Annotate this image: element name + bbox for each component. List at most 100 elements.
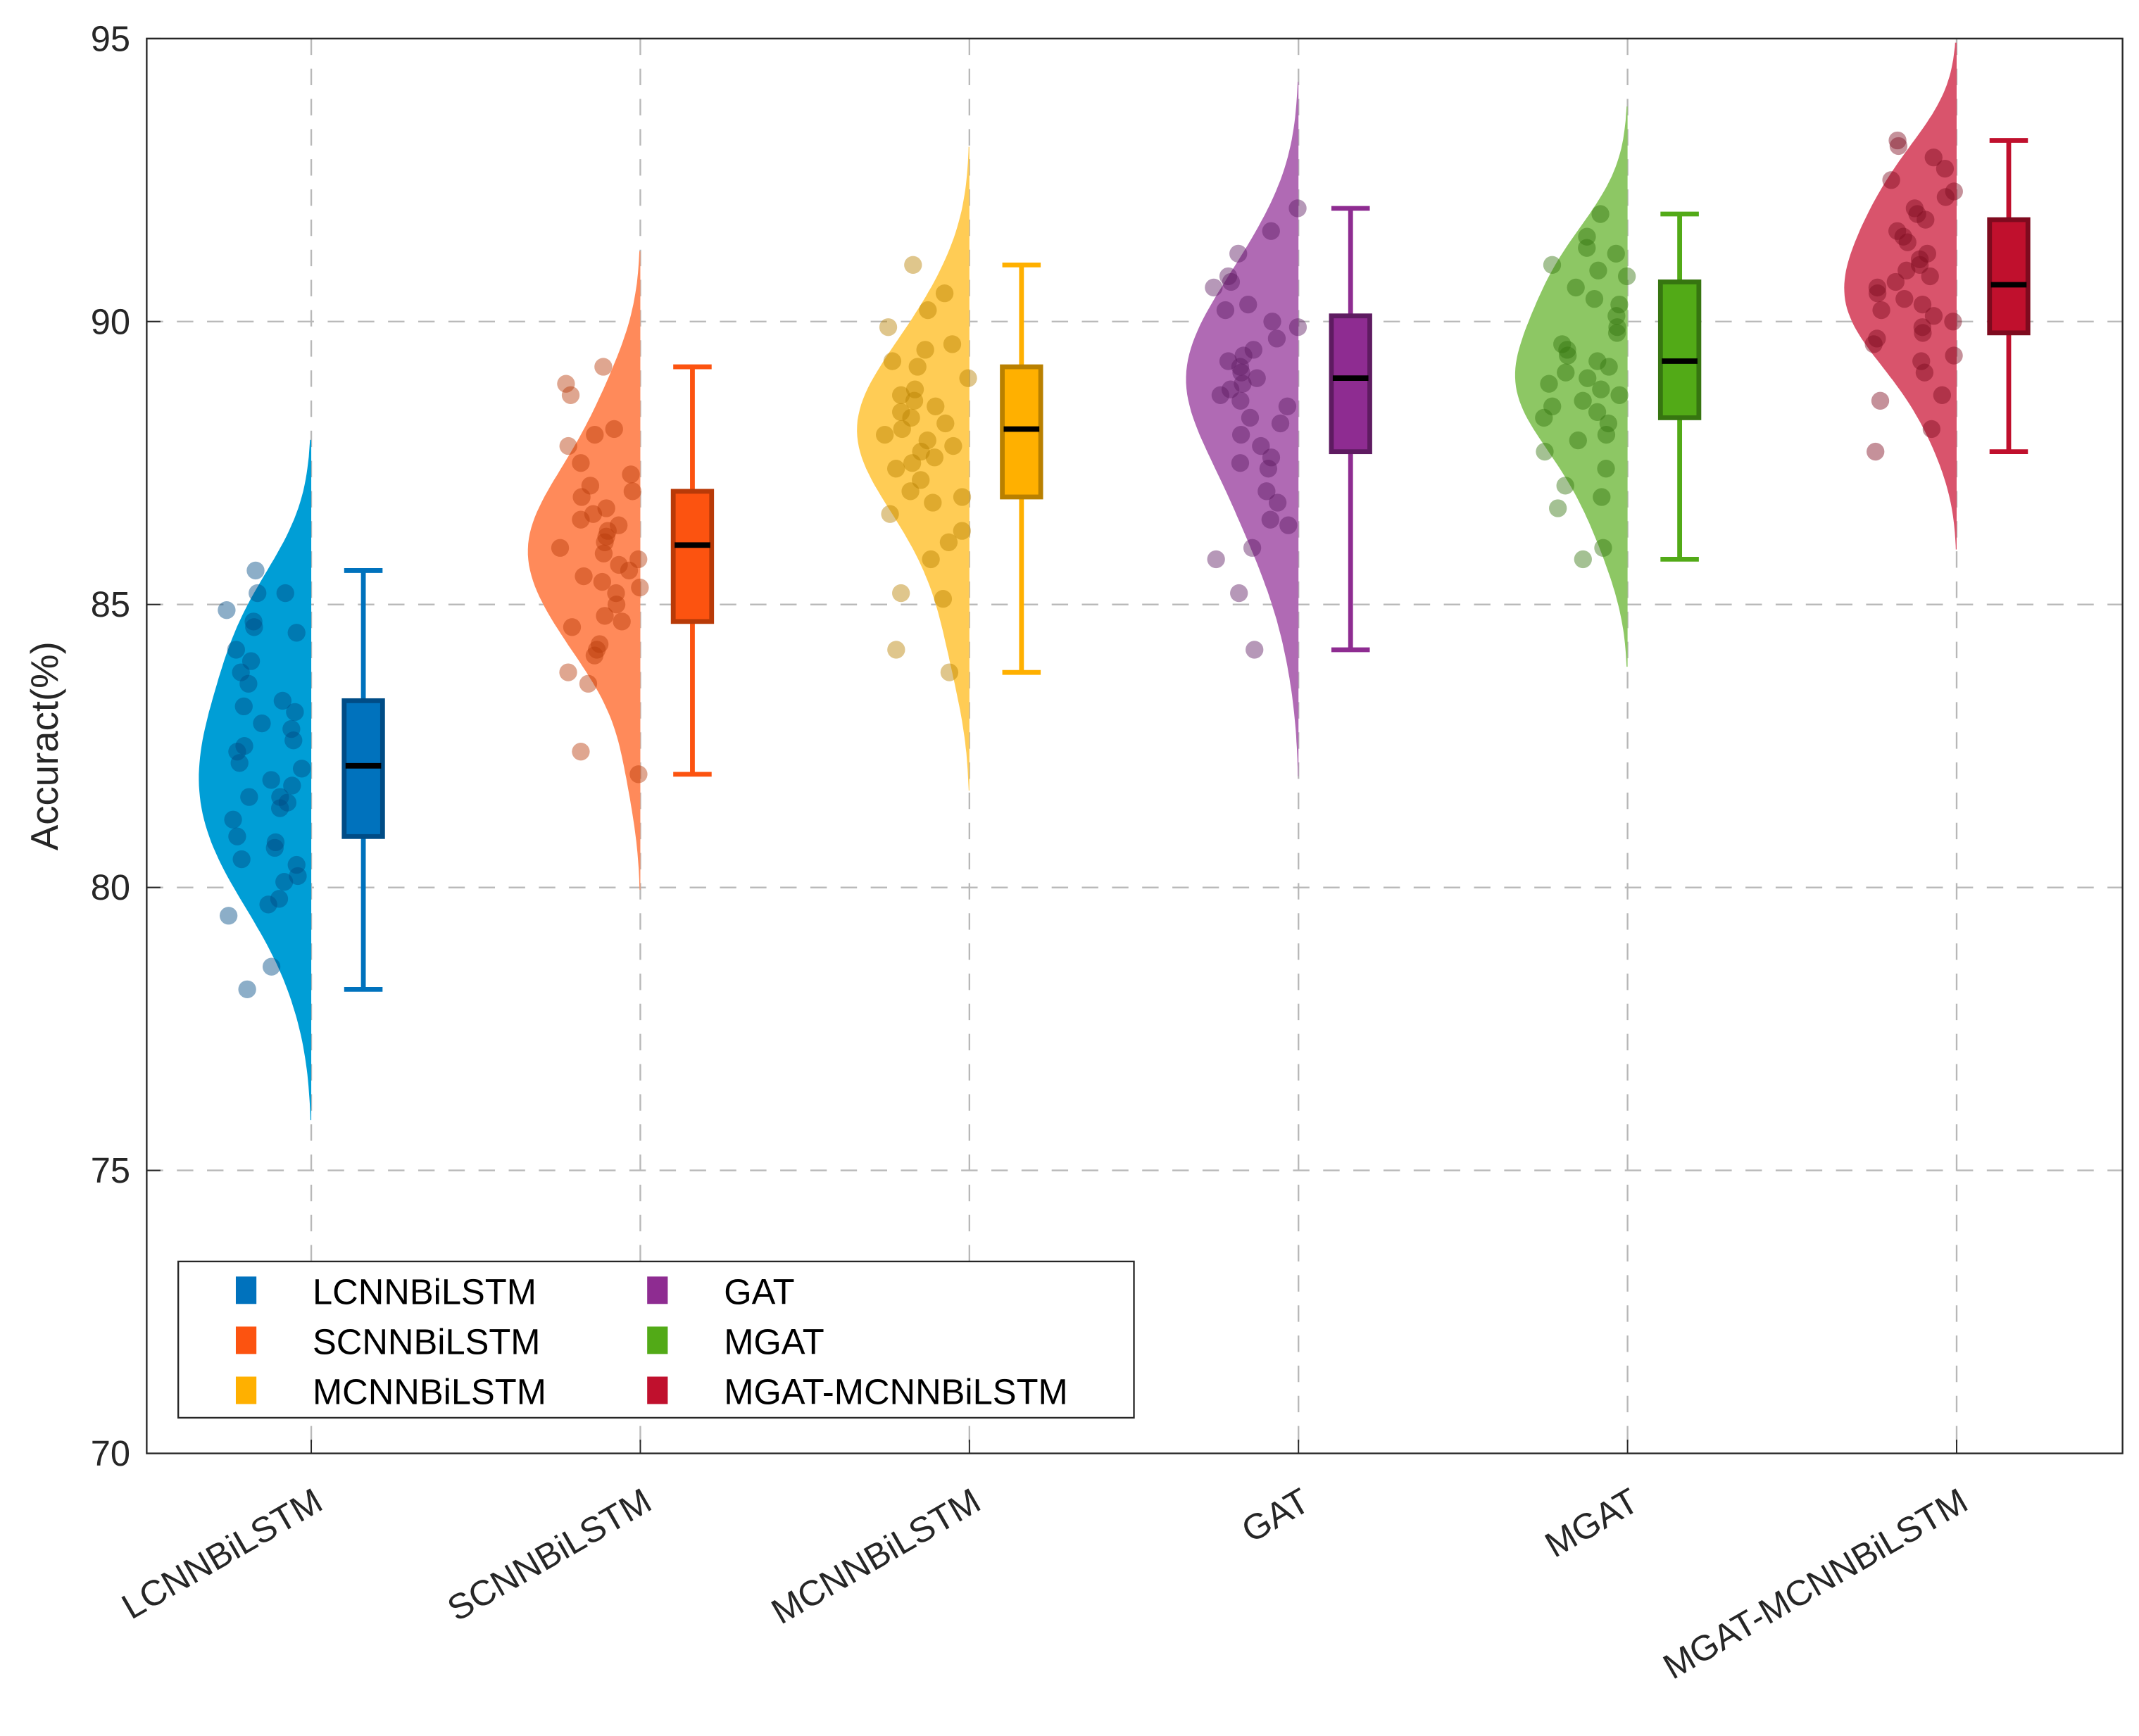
data-point (572, 510, 590, 529)
data-point (1588, 403, 1607, 421)
data-point (227, 641, 246, 659)
data-point (1578, 239, 1596, 257)
cloud-group-mgat (1514, 106, 1702, 667)
data-point (1230, 584, 1248, 603)
box-iqr (1657, 279, 1702, 420)
data-point (1924, 307, 1943, 325)
data-point (287, 624, 306, 642)
data-point (276, 584, 294, 603)
data-point (1252, 436, 1270, 455)
data-point (1578, 227, 1596, 246)
y-tick-label: 75 (91, 1150, 130, 1190)
data-point (551, 539, 570, 557)
data-point (1207, 550, 1225, 569)
data-point (924, 493, 942, 512)
half-violin (857, 146, 970, 791)
data-point (265, 838, 284, 857)
y-tick-label: 95 (91, 18, 130, 58)
data-point (1593, 488, 1611, 506)
data-point (1599, 414, 1618, 433)
data-point (605, 420, 623, 439)
data-point (287, 855, 306, 874)
data-point (1222, 272, 1241, 291)
legend-label: MGAT (724, 1321, 824, 1361)
data-point (903, 454, 922, 472)
data-point (597, 527, 615, 546)
data-point (1867, 442, 1885, 461)
data-point (1888, 131, 1907, 150)
data-point (1558, 341, 1576, 359)
data-point (1246, 641, 1264, 659)
data-point (559, 663, 577, 681)
data-point (1915, 363, 1934, 382)
data-point (1543, 397, 1562, 415)
data-point (613, 612, 631, 631)
data-point (284, 731, 303, 750)
data-point (623, 482, 642, 501)
data-point (1886, 272, 1905, 291)
data-point (934, 590, 953, 608)
data-point (1898, 261, 1916, 279)
data-point (922, 550, 940, 569)
legend-swatch (647, 1376, 668, 1404)
data-point (1261, 510, 1279, 529)
data-point (579, 674, 598, 693)
data-point (1271, 414, 1290, 433)
data-point (1914, 324, 1932, 342)
data-point (1267, 329, 1286, 348)
data-point (262, 771, 280, 789)
legend-swatch (235, 1376, 257, 1404)
data-point (262, 957, 281, 976)
legend-swatch (647, 1326, 668, 1354)
data-point (629, 550, 648, 569)
data-point (1608, 318, 1626, 336)
data-point (1913, 295, 1932, 314)
data-point (1913, 318, 1931, 336)
data-point (1232, 363, 1250, 382)
data-point (1205, 278, 1223, 297)
data-point (908, 358, 927, 376)
data-point (1234, 375, 1252, 393)
data-point (1597, 460, 1615, 478)
data-point (1216, 301, 1235, 320)
box-iqr (670, 489, 715, 624)
data-point (881, 505, 899, 523)
data-point (631, 578, 649, 597)
data-point (1549, 499, 1567, 517)
legend-label: SCNNBiLSTM (313, 1321, 540, 1361)
data-point (1936, 159, 1955, 178)
data-point (1244, 341, 1263, 359)
data-point (273, 691, 292, 710)
data-point (1268, 493, 1287, 512)
data-point (1262, 448, 1281, 467)
data-point (584, 505, 603, 523)
data-point (597, 499, 615, 517)
data-point (224, 810, 242, 829)
data-point (925, 448, 944, 467)
data-point (940, 663, 959, 681)
data-point (594, 358, 613, 376)
y-tick-label: 90 (91, 301, 130, 341)
data-point (1239, 295, 1257, 314)
data-point (935, 284, 954, 303)
data-point (1211, 386, 1230, 404)
data-point (1559, 346, 1577, 365)
data-point (1617, 267, 1636, 286)
data-point (1924, 148, 1943, 167)
half-violin (1514, 106, 1628, 667)
data-point (1569, 431, 1587, 450)
data-point (1535, 408, 1553, 427)
data-point (234, 697, 253, 716)
data-point (886, 460, 905, 478)
data-point (561, 386, 580, 404)
data-point (1936, 188, 1955, 206)
data-point (1279, 516, 1298, 534)
data-point (1592, 380, 1610, 398)
data-point (1219, 267, 1238, 286)
data-point (1918, 244, 1936, 263)
data-point (1278, 397, 1297, 415)
data-point (1231, 391, 1250, 410)
data-point (1231, 454, 1250, 472)
data-point (1895, 289, 1914, 308)
data-point (883, 352, 902, 370)
